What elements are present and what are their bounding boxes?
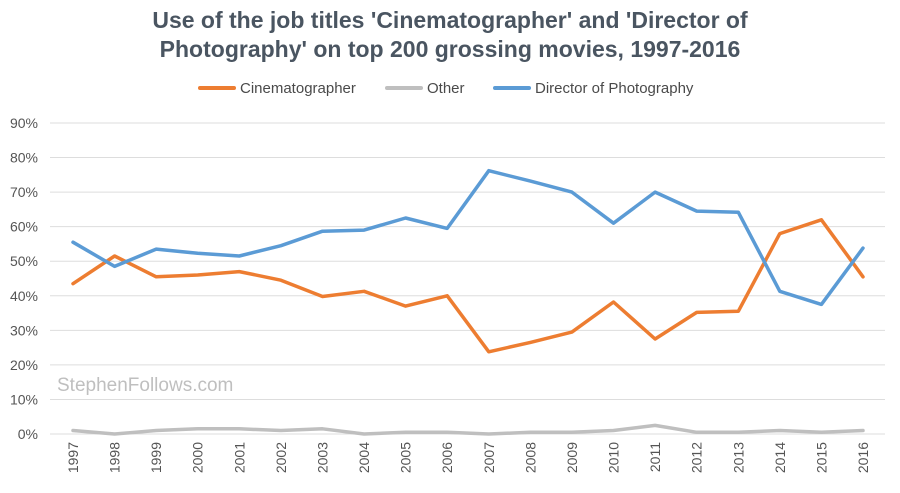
x-tick-label: 1997 [65, 442, 81, 473]
x-tick-label: 2006 [439, 442, 455, 473]
x-tick-label: 2014 [772, 442, 788, 473]
y-tick-label: 10% [10, 391, 38, 407]
series-line-director-of-photography [71, 168, 865, 307]
y-tick-label: 50% [10, 253, 38, 269]
x-tick-label: 2001 [231, 442, 247, 473]
x-tick-label: 2003 [314, 442, 330, 473]
x-tick-label: 1998 [107, 442, 123, 473]
y-tick-label: 40% [10, 288, 38, 304]
x-tick-label: 2000 [190, 442, 206, 473]
x-tick-label: 2007 [481, 442, 497, 473]
legend-label: Cinematographer [240, 80, 356, 97]
y-tick-label: 90% [10, 115, 38, 131]
series-line-cinematographer [71, 218, 865, 354]
x-tick-label: 2011 [647, 442, 663, 472]
x-tick-label: 2002 [273, 442, 289, 473]
chart-title-line2: Photography' on top 200 grossing movies,… [160, 36, 741, 62]
x-tick-label: 2008 [522, 442, 538, 473]
y-tick-label: 70% [10, 184, 38, 200]
chart-title-line1: Use of the job titles 'Cinematographer' … [152, 7, 748, 33]
x-tick-label: 2016 [855, 442, 871, 473]
legend-label: Director of Photography [535, 80, 694, 97]
y-tick-label: 30% [10, 322, 38, 338]
x-tick-label: 2004 [356, 442, 372, 473]
y-tick-label: 80% [10, 150, 38, 166]
y-tick-label: 0% [18, 426, 38, 442]
legend: Cinematographer Other Director of Photogra… [198, 80, 694, 97]
x-axis: 1997 1998 1999 2000 2001 2002 2003 2004 2005 2006… [65, 442, 871, 473]
x-tick-label: 2005 [398, 442, 414, 473]
y-axis: 0% 10% 20% 30% 40% 50% 60% 70% 80% 90% [10, 115, 38, 442]
series-lines [71, 168, 865, 436]
x-tick-label: 2012 [689, 442, 705, 473]
y-tick-label: 20% [10, 357, 38, 373]
x-tick-label: 1999 [148, 442, 164, 473]
x-tick-label: 2010 [606, 442, 622, 473]
x-tick-label: 2015 [813, 442, 829, 473]
watermark: StephenFollows.com [57, 375, 233, 396]
series-line-other [71, 423, 865, 436]
x-tick-label: 2013 [730, 442, 746, 473]
x-tick-label: 2009 [564, 442, 580, 473]
legend-label: Other [427, 80, 465, 97]
y-tick-label: 60% [10, 219, 38, 235]
